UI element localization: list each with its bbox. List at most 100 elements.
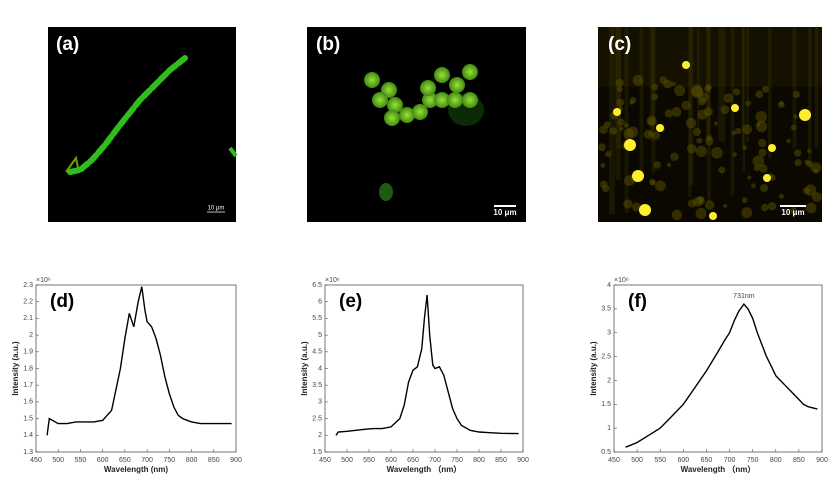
y-tick-label: 1.8 [23, 365, 33, 372]
y-tick-label: 3.5 [312, 382, 322, 389]
panel-label: (a) [56, 34, 79, 55]
particle [617, 118, 625, 126]
x-tick-label: 750 [163, 457, 175, 464]
particle [686, 143, 697, 154]
y-tick-label: 2.5 [312, 415, 322, 422]
y-multiplier: ×10⁶ [325, 277, 340, 284]
y-tick-label: 1.5 [23, 415, 33, 422]
streak [741, 27, 745, 148]
x-tick-label: 700 [429, 457, 441, 464]
particle [695, 145, 707, 157]
particle [751, 183, 756, 189]
streak [745, 27, 749, 143]
particle [598, 143, 606, 152]
particle [649, 178, 656, 186]
particle [723, 93, 734, 104]
particle [713, 121, 719, 126]
particle [767, 202, 777, 211]
particle [609, 127, 618, 135]
y-tick-label: 3 [318, 399, 322, 406]
scale-bar-label: 10 μm [493, 208, 516, 217]
x-tick-label: 800 [770, 457, 782, 464]
y-tick-label: 1.5 [312, 449, 322, 456]
particle [752, 155, 765, 168]
streak [705, 27, 711, 138]
x-tick-label: 500 [341, 457, 353, 464]
y-multiplier: ×10⁶ [614, 277, 629, 284]
y-tick-label: 6.5 [312, 282, 322, 289]
particle [651, 93, 659, 101]
x-tick-label: 650 [119, 457, 131, 464]
y-tick-label: 1.9 [23, 349, 33, 356]
particle [699, 197, 704, 202]
cell [462, 92, 478, 108]
particle [790, 207, 798, 215]
bright-particle [682, 61, 690, 69]
particle [705, 200, 715, 210]
particle [805, 202, 817, 214]
y-tick-label: 2.3 [23, 282, 33, 289]
peak-annotation: 731nm [733, 293, 755, 300]
particle [718, 166, 726, 174]
streak [639, 27, 644, 177]
particle [778, 193, 785, 199]
cell [387, 97, 403, 113]
y-tick-label: 1.6 [23, 399, 33, 406]
x-tick-label: 550 [75, 457, 87, 464]
streak [814, 27, 819, 148]
particle [687, 199, 697, 208]
x-tick-label: 450 [30, 457, 42, 464]
x-axis-label: Wavelength （nm） [387, 464, 462, 474]
particle [605, 150, 612, 158]
particle [624, 175, 635, 186]
streak [609, 27, 615, 215]
particle [804, 184, 817, 196]
x-axis-label: Wavelength （nm） [681, 464, 756, 474]
particle [652, 131, 661, 140]
particle [804, 159, 810, 165]
spectrum-line [46, 286, 232, 436]
y-tick-label: 2 [29, 332, 33, 339]
image-c-overlay: 10 μm (c) [608, 34, 806, 217]
cell [372, 92, 388, 108]
cell [447, 92, 463, 108]
cell [422, 92, 438, 108]
streak [624, 27, 629, 214]
particle [631, 202, 641, 212]
streak [730, 27, 735, 196]
particle [705, 136, 714, 146]
particle [755, 110, 768, 123]
bright-particle [624, 139, 636, 151]
y-tick-label: 2.2 [23, 299, 33, 306]
x-tick-label: 550 [363, 457, 375, 464]
x-tick-label: 600 [385, 457, 397, 464]
streak [649, 27, 655, 142]
y-tick-label: 4.5 [312, 349, 322, 356]
particle [745, 100, 752, 107]
particle [777, 101, 785, 108]
particle [741, 207, 753, 219]
x-tick-label: 550 [654, 457, 666, 464]
particle [758, 148, 767, 157]
particle [671, 81, 676, 87]
particle [794, 159, 802, 167]
scale-bar-label: 10 μm [208, 206, 225, 212]
particle [601, 184, 610, 193]
bright-particle [613, 108, 621, 116]
cell [420, 80, 436, 96]
spectrum-line [625, 302, 818, 448]
x-tick-label: 750 [451, 457, 463, 464]
cell [364, 72, 380, 88]
y-tick-label: 2 [607, 377, 611, 384]
x-tick-label: 650 [701, 457, 713, 464]
y-tick-label: 1.5 [601, 401, 611, 408]
streak [688, 27, 692, 198]
y-tick-label: 1.7 [23, 382, 33, 389]
particle [664, 109, 673, 118]
cell [449, 77, 465, 93]
y-tick-label: 3.5 [601, 306, 611, 313]
particle [723, 204, 728, 209]
x-tick-label: 450 [319, 457, 331, 464]
x-tick-label: 500 [631, 457, 643, 464]
scale-bar-label: 10 μm [781, 208, 804, 217]
